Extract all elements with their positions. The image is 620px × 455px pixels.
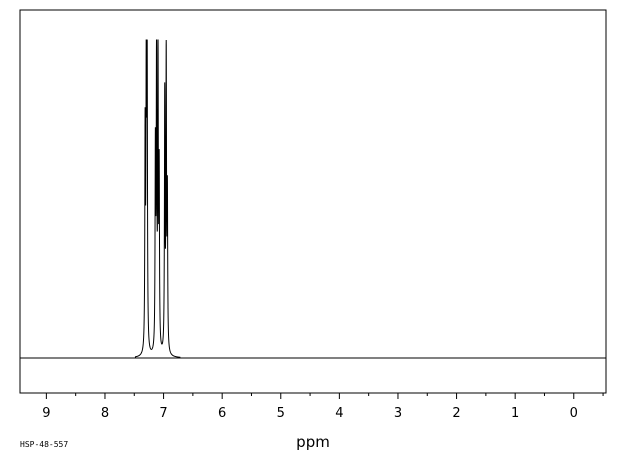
x-tick-label: 5 — [277, 406, 285, 421]
x-tick-label: 9 — [42, 406, 50, 421]
plot-frame — [19, 9, 607, 394]
x-tick-label: 3 — [394, 406, 402, 421]
x-axis-label: ppm — [296, 433, 330, 451]
x-tick-label: 1 — [511, 406, 519, 421]
x-axis: 9 8 7 6 5 4 3 2 1 0 — [42, 393, 604, 421]
x-tick-label: 7 — [159, 406, 167, 421]
x-tick-label: 6 — [218, 406, 226, 421]
x-tick-label: 8 — [101, 406, 109, 421]
x-tick-label: 4 — [335, 406, 343, 421]
x-tick-label: 0 — [570, 406, 578, 421]
sample-code-label: HSP-48-557 — [20, 440, 68, 449]
x-tick-label: 2 — [452, 406, 460, 421]
spectrum-trace — [134, 39, 181, 359]
